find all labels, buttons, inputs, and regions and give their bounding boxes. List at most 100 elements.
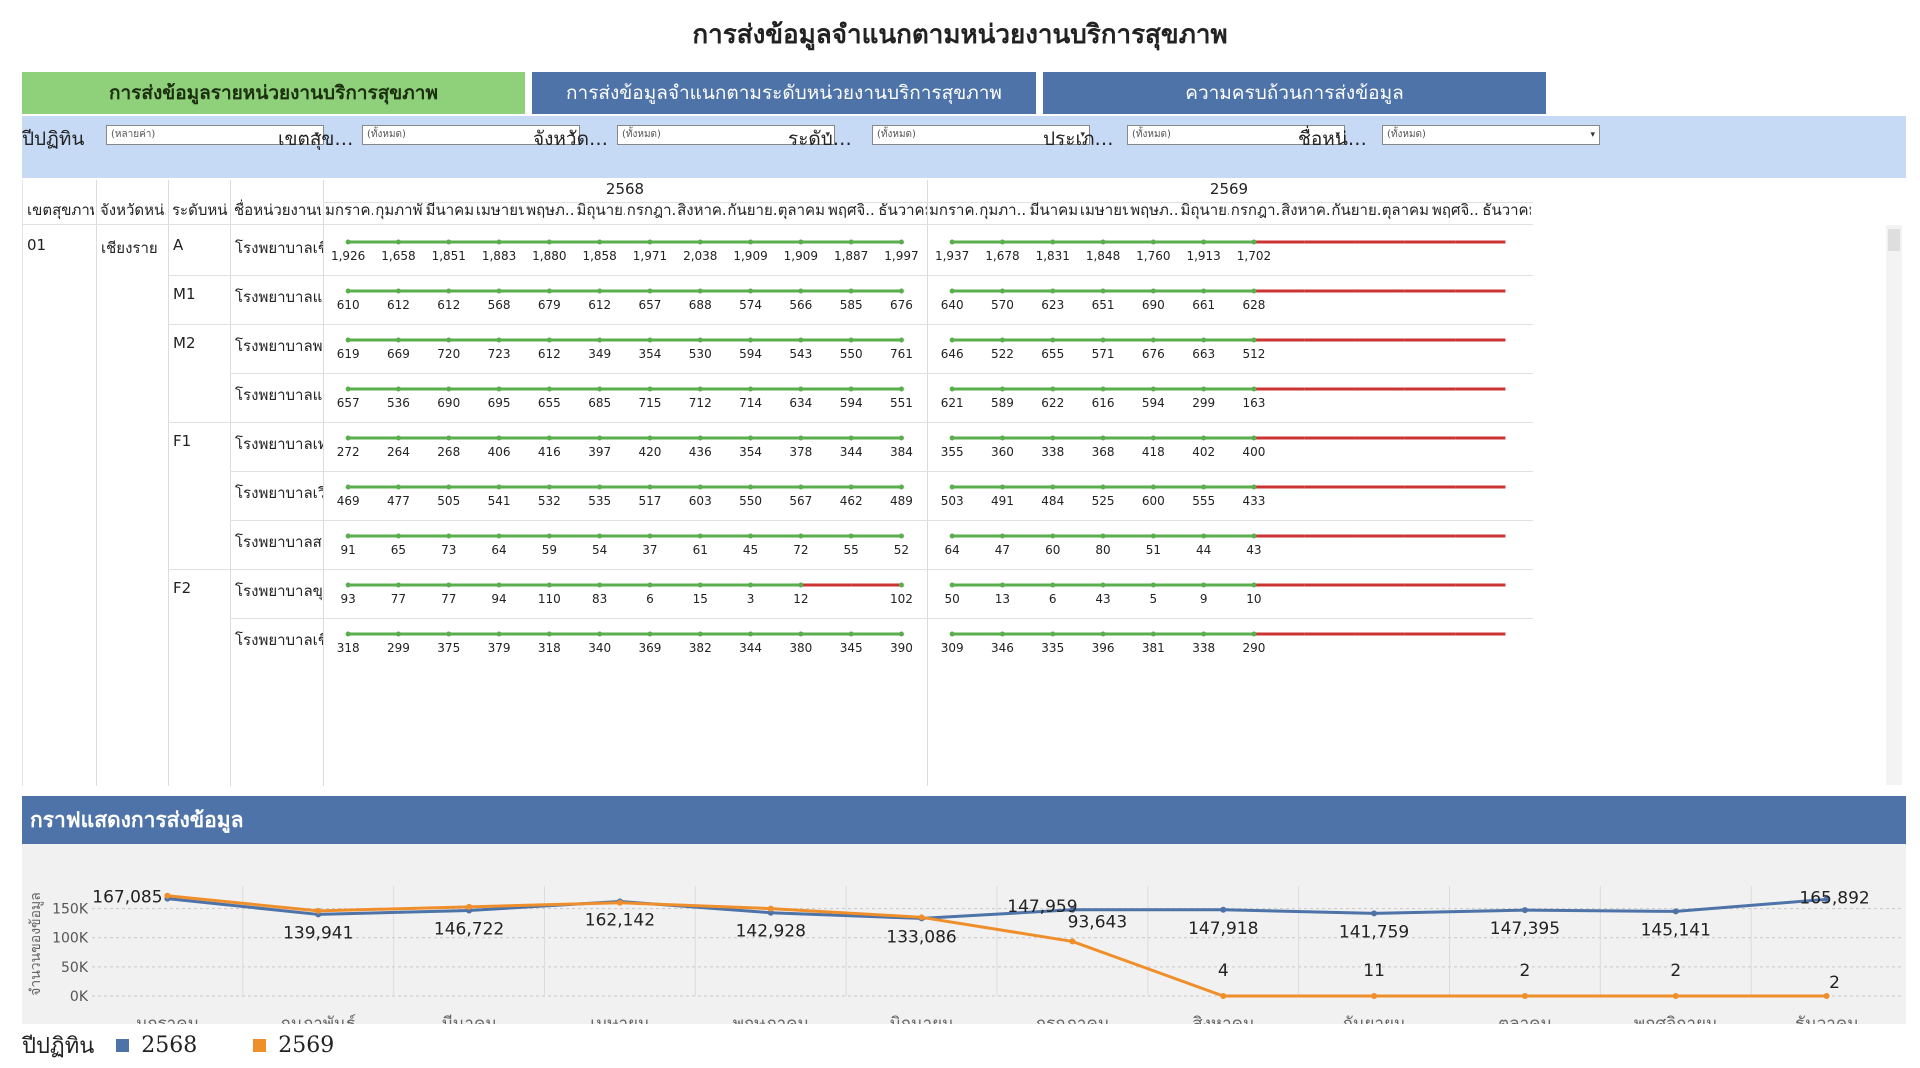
row-header[interactable]: ชื่อหน่วยงานบ.. [234, 201, 321, 219]
filter-dropdown[interactable]: (ทั้งหมด) ▾ [1382, 125, 1600, 145]
row-header[interactable]: จังหวัดหน่.. [100, 201, 166, 219]
filter-4: ระดับ… (ทั้งหมด) ▾ [788, 124, 1090, 154]
province-cell[interactable]: เชียงราย [101, 239, 158, 257]
sparkline-point [345, 533, 351, 539]
scrollbar-thumb[interactable] [1888, 229, 1900, 251]
sparkline-point [999, 435, 1005, 441]
value-cell: 646 [940, 347, 964, 361]
data-point [1371, 992, 1378, 999]
sparkline-point [345, 435, 351, 441]
unit-name-cell[interactable]: โรงพยาบาลพ.. [235, 337, 323, 355]
value-cell: 655 [537, 396, 561, 410]
legend-label-2568[interactable]: 2568 [141, 1033, 198, 1058]
chevron-down-icon: ▾ [1590, 130, 1595, 140]
sparkline-point [1100, 631, 1106, 637]
sparkline-point [848, 386, 854, 392]
value-cell: 318 [336, 641, 360, 655]
value-cell: 1,909 [783, 249, 819, 263]
value-cell: 1,658 [381, 249, 416, 263]
filter-dropdown[interactable]: (ทั้งหมด) ▾ [872, 125, 1090, 145]
month-header: กรกฎา.. [626, 201, 675, 219]
value-cell: 676 [1141, 347, 1165, 361]
sparkline-point [597, 582, 603, 588]
value-cell: 290 [1242, 641, 1266, 655]
level-cell[interactable]: A [173, 236, 184, 254]
sparkline-point [748, 484, 754, 490]
unit-name-cell[interactable]: โรงพยาบาลขุ.. [235, 582, 323, 600]
sparkline-point [1050, 435, 1056, 441]
value-cell: 2,038 [683, 249, 718, 263]
data-point [1521, 907, 1528, 914]
filter-dropdown[interactable]: (ทั้งหมด) ▾ [1127, 125, 1345, 145]
filter-bar: ปีปฏิทิน (หลายค่า) ▾ เขตสุข… (ทั้งหมด) ▾ จังหว… [22, 116, 1906, 178]
value-cell: 338 [1192, 641, 1216, 655]
value-cell: 59 [541, 543, 557, 557]
value-cell: 45 [742, 543, 759, 557]
sparkline-point [546, 288, 552, 294]
unit-name-cell[interactable]: โรงพยาบาลแ.. [235, 288, 323, 306]
sparkline-point [949, 484, 955, 490]
value-cell: 669 [386, 347, 410, 361]
level-cell[interactable]: F1 [173, 432, 192, 450]
group-divider [168, 422, 1533, 423]
data-point [164, 892, 171, 899]
unit-name-cell[interactable]: โรงพยาบาลเท.. [235, 435, 323, 453]
value-cell: 1,858 [582, 249, 617, 263]
value-cell: 594 [839, 396, 863, 410]
value-cell: 10 [1246, 592, 1262, 606]
sparkline-point [597, 386, 603, 392]
value-cell: 551 [889, 396, 913, 410]
data-point [918, 914, 925, 921]
value-cell: 522 [990, 347, 1014, 361]
sparkline-point [647, 239, 653, 245]
sparkline-point [898, 386, 904, 392]
x-tick-label: กันยายน [1343, 1014, 1406, 1024]
filter-dropdown[interactable]: (หลายค่า) ▾ [106, 125, 324, 145]
tab-2[interactable]: การส่งข้อมูลจำแนกตามระดับหน่วยงานบริการส… [532, 72, 1036, 114]
value-cell: 594 [1141, 396, 1165, 410]
level-cell[interactable]: M1 [173, 285, 196, 303]
value-cell: 491 [990, 494, 1014, 508]
region-cell[interactable]: 01 [27, 236, 47, 254]
sparkline-point [1150, 484, 1156, 490]
level-cell[interactable]: F2 [173, 579, 192, 597]
row-header[interactable]: ระดับหน่.. [172, 201, 228, 219]
sparkline-point [748, 533, 754, 539]
unit-name-cell[interactable]: โรงพยาบาลเชี.. [235, 239, 323, 257]
unit-name-cell[interactable]: โรงพยาบาลเชี.. [235, 631, 323, 649]
unit-name-cell[interactable]: โรงพยาบาลแ.. [235, 386, 323, 404]
value-cell: 43 [1246, 543, 1262, 557]
unit-name-cell[interactable]: โรงพยาบาลเวี.. [235, 484, 323, 502]
filter-dropdown[interactable]: (ทั้งหมด) ▾ [362, 125, 580, 145]
filter-dropdown[interactable]: (ทั้งหมด) ▾ [617, 125, 835, 145]
unit-name-cell[interactable]: โรงพยาบาลส.. [235, 533, 323, 551]
table-scrollbar[interactable] [1886, 225, 1902, 785]
month-header: พฤศจิ.. [1432, 201, 1479, 219]
sparkline-point [1201, 239, 1207, 245]
tab-3[interactable]: ความครบถ้วนการส่งข้อมูล [1043, 72, 1546, 114]
tab-1[interactable]: การส่งข้อมูลรายหน่วยงานบริการสุขภาพ [22, 72, 525, 114]
sparkline-point [1201, 288, 1207, 294]
sparkline-point [1251, 533, 1257, 539]
data-label: 141,759 [1339, 922, 1409, 942]
value-cell: 676 [889, 298, 913, 312]
series-line-2568 [167, 897, 1827, 920]
row-header[interactable]: เขตสุขภาพ [27, 201, 94, 219]
level-cell[interactable]: M2 [173, 334, 196, 352]
value-cell: 272 [336, 445, 360, 459]
value-cell: 64 [491, 543, 507, 557]
sparkline-point [345, 337, 351, 343]
sparkline-point [546, 631, 552, 637]
value-cell: 761 [889, 347, 913, 361]
data-label: 2 [1829, 973, 1840, 993]
value-cell: 346 [990, 641, 1014, 655]
value-cell: 594 [739, 347, 762, 361]
value-cell: 612 [537, 347, 561, 361]
sparkline-point [697, 631, 703, 637]
value-cell: 517 [638, 494, 662, 508]
sparkline-point [597, 337, 603, 343]
y-tick-label: 0K [70, 989, 89, 1005]
sparkline-point [395, 239, 401, 245]
legend-label-2569[interactable]: 2569 [278, 1033, 335, 1058]
sparkline-point [949, 582, 955, 588]
